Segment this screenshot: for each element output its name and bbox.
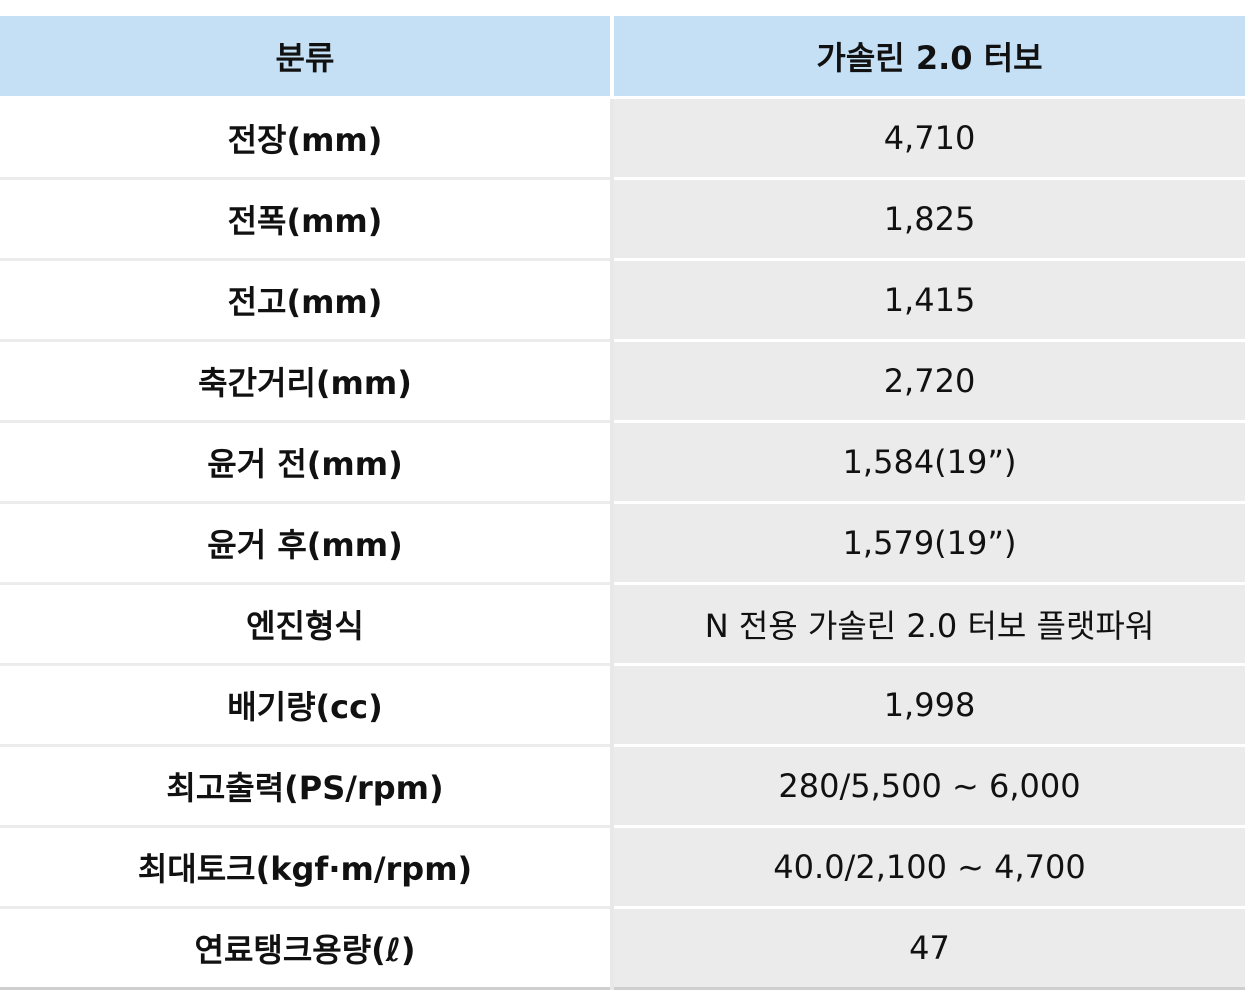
header-row: 분류 가솔린 2.0 터보 — [0, 16, 1245, 99]
row-value: 1,584(19”) — [612, 421, 1245, 504]
table-row: 전장(mm) 4,710 — [0, 97, 1245, 180]
table-row: 배기량(cc) 1,998 — [0, 664, 1245, 747]
row-value: 1,415 — [612, 259, 1245, 342]
row-value: 4,710 — [612, 97, 1245, 180]
table-row: 최대토크(kgf·m/rpm) 40.0/2,100 ~ 4,700 — [0, 826, 1245, 909]
row-value: 1,579(19”) — [612, 502, 1245, 585]
row-label: 윤거 후(mm) — [0, 502, 614, 585]
row-label: 전고(mm) — [0, 259, 614, 342]
row-label: 전장(mm) — [0, 97, 614, 180]
row-value: 40.0/2,100 ~ 4,700 — [612, 826, 1245, 909]
row-value: N 전용 가솔린 2.0 터보 플랫파워 — [612, 583, 1245, 666]
row-label: 전폭(mm) — [0, 178, 614, 261]
table-row: 윤거 후(mm) 1,579(19”) — [0, 502, 1245, 585]
row-label: 최대토크(kgf·m/rpm) — [0, 826, 614, 909]
table-row: 최고출력(PS/rpm) 280/5,500 ~ 6,000 — [0, 745, 1245, 828]
table-row: 전고(mm) 1,415 — [0, 259, 1245, 342]
table-row: 전폭(mm) 1,825 — [0, 178, 1245, 261]
spec-table: 분류 가솔린 2.0 터보 전장(mm) 4,710 전폭(mm) 1,825 … — [0, 16, 1245, 990]
row-value: 1,998 — [612, 664, 1245, 747]
row-value: 47 — [612, 907, 1245, 990]
row-label: 배기량(cc) — [0, 664, 614, 747]
row-label: 연료탱크용량(ℓ) — [0, 907, 614, 990]
row-label: 최고출력(PS/rpm) — [0, 745, 614, 828]
row-label: 엔진형식 — [0, 583, 614, 666]
row-label: 축간거리(mm) — [0, 340, 614, 423]
header-category: 분류 — [0, 16, 614, 99]
table-row: 엔진형식 N 전용 가솔린 2.0 터보 플랫파워 — [0, 583, 1245, 666]
header-gasoline-turbo: 가솔린 2.0 터보 — [612, 16, 1245, 99]
table-row: 축간거리(mm) 2,720 — [0, 340, 1245, 423]
row-label: 윤거 전(mm) — [0, 421, 614, 504]
table-row: 윤거 전(mm) 1,584(19”) — [0, 421, 1245, 504]
row-value: 1,825 — [612, 178, 1245, 261]
row-value: 2,720 — [612, 340, 1245, 423]
table-row: 연료탱크용량(ℓ) 47 — [0, 907, 1245, 990]
row-value: 280/5,500 ~ 6,000 — [612, 745, 1245, 828]
